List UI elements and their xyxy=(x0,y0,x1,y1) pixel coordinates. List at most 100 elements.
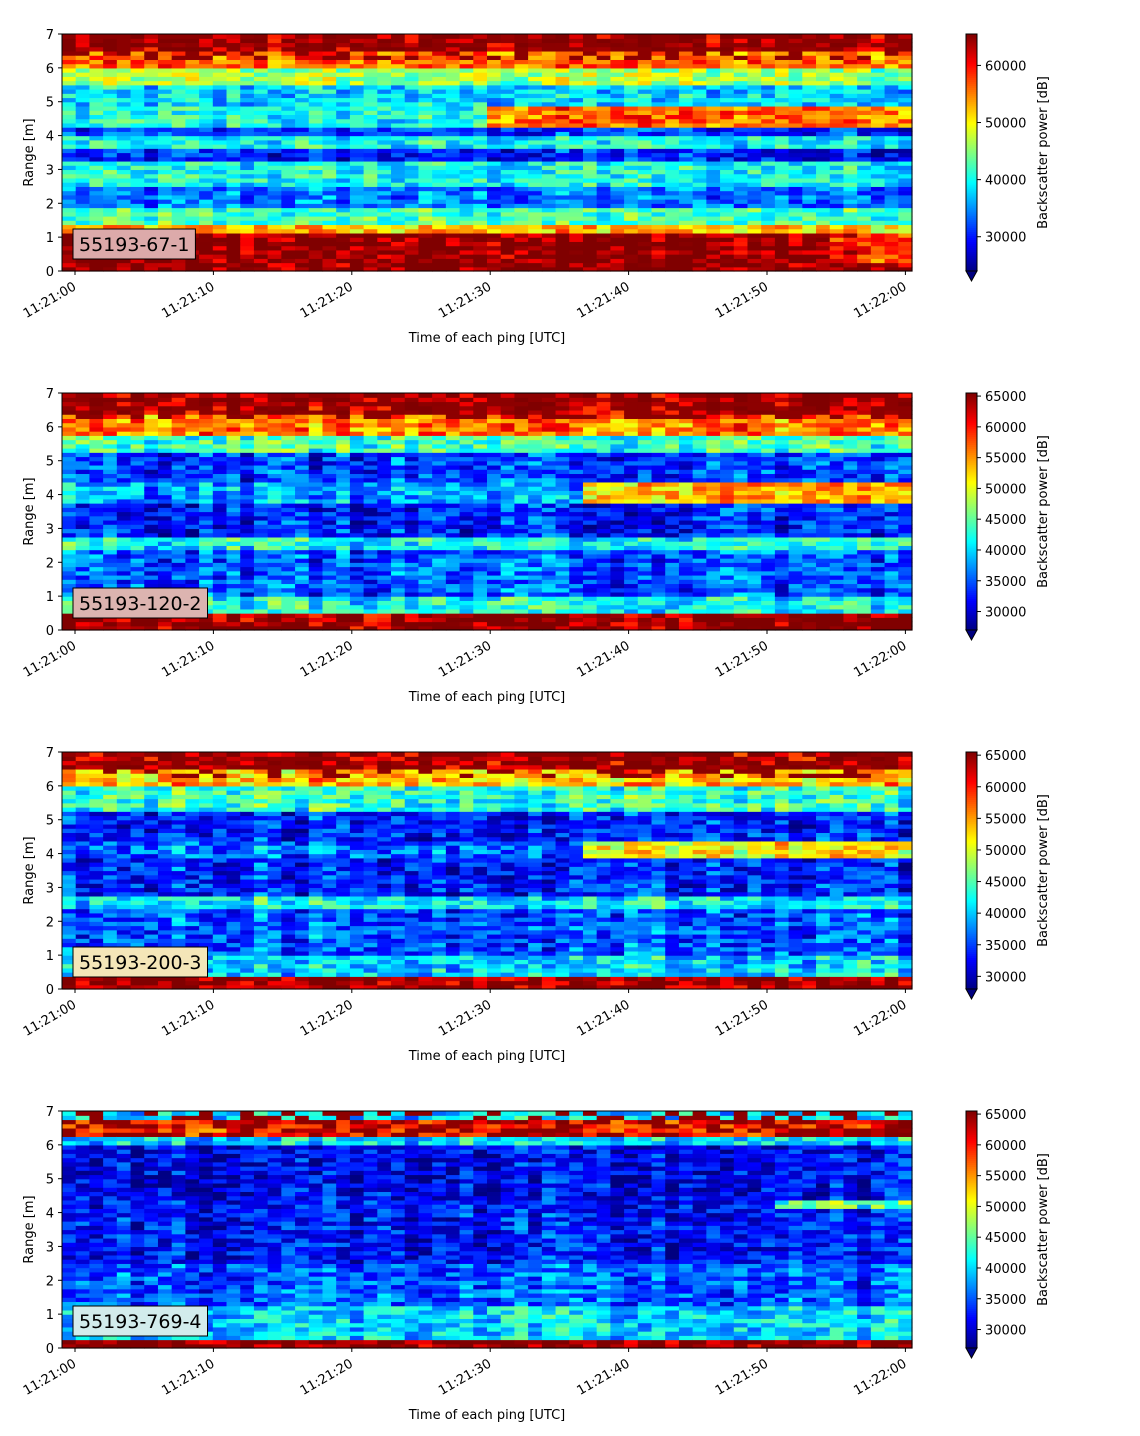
colorbar-segment xyxy=(966,116,977,120)
heatmap-cell xyxy=(843,245,858,251)
heatmap-cell xyxy=(829,46,845,52)
heatmap-cell xyxy=(103,97,118,103)
heatmap-cell xyxy=(253,443,269,449)
heatmap-cell xyxy=(624,139,639,145)
heatmap-cell xyxy=(281,426,296,432)
heatmap-cell xyxy=(541,249,557,255)
heatmap-cell xyxy=(678,122,694,128)
heatmap-cell xyxy=(308,93,324,99)
heatmap-cell xyxy=(391,190,406,196)
colorbar-segment xyxy=(966,85,977,88)
heatmap-cell xyxy=(253,600,269,606)
colorbar-segment xyxy=(966,75,977,79)
heatmap-cell xyxy=(62,173,77,179)
heatmap-cell xyxy=(75,144,91,149)
heatmap-cell xyxy=(459,224,474,230)
heatmap-cell xyxy=(514,122,529,128)
heatmap-cell xyxy=(295,152,310,158)
heatmap-cell xyxy=(103,422,118,428)
heatmap-cell xyxy=(637,224,653,230)
heatmap-cell xyxy=(596,199,611,204)
heatmap-cell xyxy=(555,93,570,99)
heatmap-cell xyxy=(171,84,186,90)
heatmap-cell xyxy=(473,245,488,251)
heatmap-cell xyxy=(89,570,104,576)
heatmap-cell xyxy=(418,105,433,111)
heatmap-cell xyxy=(569,101,584,107)
heatmap-cell xyxy=(267,84,282,90)
heatmap-cell xyxy=(500,89,516,94)
heatmap-cell xyxy=(624,59,639,65)
heatmap-cell xyxy=(582,165,598,171)
heatmap-cell xyxy=(432,262,447,268)
heatmap-cell xyxy=(253,418,269,424)
heatmap-cell xyxy=(130,448,145,453)
heatmap-cell xyxy=(445,63,461,69)
heatmap-cell xyxy=(816,254,831,259)
heatmap-cell xyxy=(267,76,282,82)
heatmap-cell xyxy=(116,397,132,403)
heatmap-cell xyxy=(884,131,899,137)
heatmap-cell xyxy=(308,600,324,606)
heatmap-cell xyxy=(157,182,173,187)
heatmap-cell xyxy=(829,72,845,77)
heatmap-cell xyxy=(116,503,132,508)
heatmap-cell xyxy=(802,63,817,69)
heatmap-cell xyxy=(432,122,447,128)
heatmap-cell xyxy=(75,431,91,436)
heatmap-cell xyxy=(624,105,639,111)
heatmap-cell xyxy=(199,80,214,86)
heatmap-cell xyxy=(62,105,77,111)
heatmap-cell xyxy=(281,160,296,166)
heatmap-cell xyxy=(582,156,598,162)
heatmap-cell xyxy=(185,448,200,453)
heatmap-cell xyxy=(157,549,173,555)
heatmap-cell xyxy=(829,182,845,187)
heatmap-cell xyxy=(75,67,91,73)
heatmap-cell xyxy=(418,220,433,226)
heatmap-cell xyxy=(199,579,214,585)
heatmap-cell xyxy=(473,249,488,255)
heatmap-cell xyxy=(582,215,598,221)
heatmap-cell xyxy=(171,448,186,453)
heatmap-cell xyxy=(651,139,666,145)
heatmap-cell xyxy=(692,63,707,69)
heatmap-cell xyxy=(514,72,529,77)
heatmap-cell xyxy=(336,59,351,65)
heatmap-cell xyxy=(445,249,461,255)
heatmap-cell xyxy=(637,101,653,107)
heatmap-cell xyxy=(774,131,790,137)
heatmap-cell xyxy=(75,532,91,538)
heatmap-cell xyxy=(637,114,653,120)
heatmap-cell xyxy=(706,169,721,175)
heatmap-cell xyxy=(185,503,200,508)
heatmap-cell xyxy=(487,101,502,107)
colorbar-segment xyxy=(966,142,977,146)
heatmap-cell xyxy=(391,596,406,601)
heatmap-cell xyxy=(802,237,817,242)
heatmap-cell xyxy=(267,55,282,60)
heatmap-cell xyxy=(322,135,337,141)
heatmap-cell xyxy=(62,131,77,137)
heatmap-cell xyxy=(487,232,502,238)
heatmap-cell xyxy=(185,199,200,204)
heatmap-cell xyxy=(692,249,707,255)
heatmap-cell xyxy=(308,165,324,171)
heatmap-cell xyxy=(514,160,529,166)
heatmap-cell xyxy=(747,93,762,99)
heatmap-cell xyxy=(610,224,625,230)
heatmap-cell xyxy=(624,160,639,166)
heatmap-cell xyxy=(610,59,625,65)
heatmap-cell xyxy=(240,144,255,149)
heatmap-cell xyxy=(185,46,200,52)
heatmap-cell xyxy=(665,237,680,242)
heatmap-cell xyxy=(308,84,324,90)
heatmap-cell xyxy=(637,241,653,247)
heatmap-cell xyxy=(212,34,228,39)
heatmap-cell xyxy=(103,135,118,141)
heatmap-cell xyxy=(761,110,776,116)
heatmap-cell xyxy=(363,245,378,251)
heatmap-cell xyxy=(144,144,159,149)
heatmap-cell xyxy=(733,118,749,124)
heatmap-cell xyxy=(377,528,392,534)
